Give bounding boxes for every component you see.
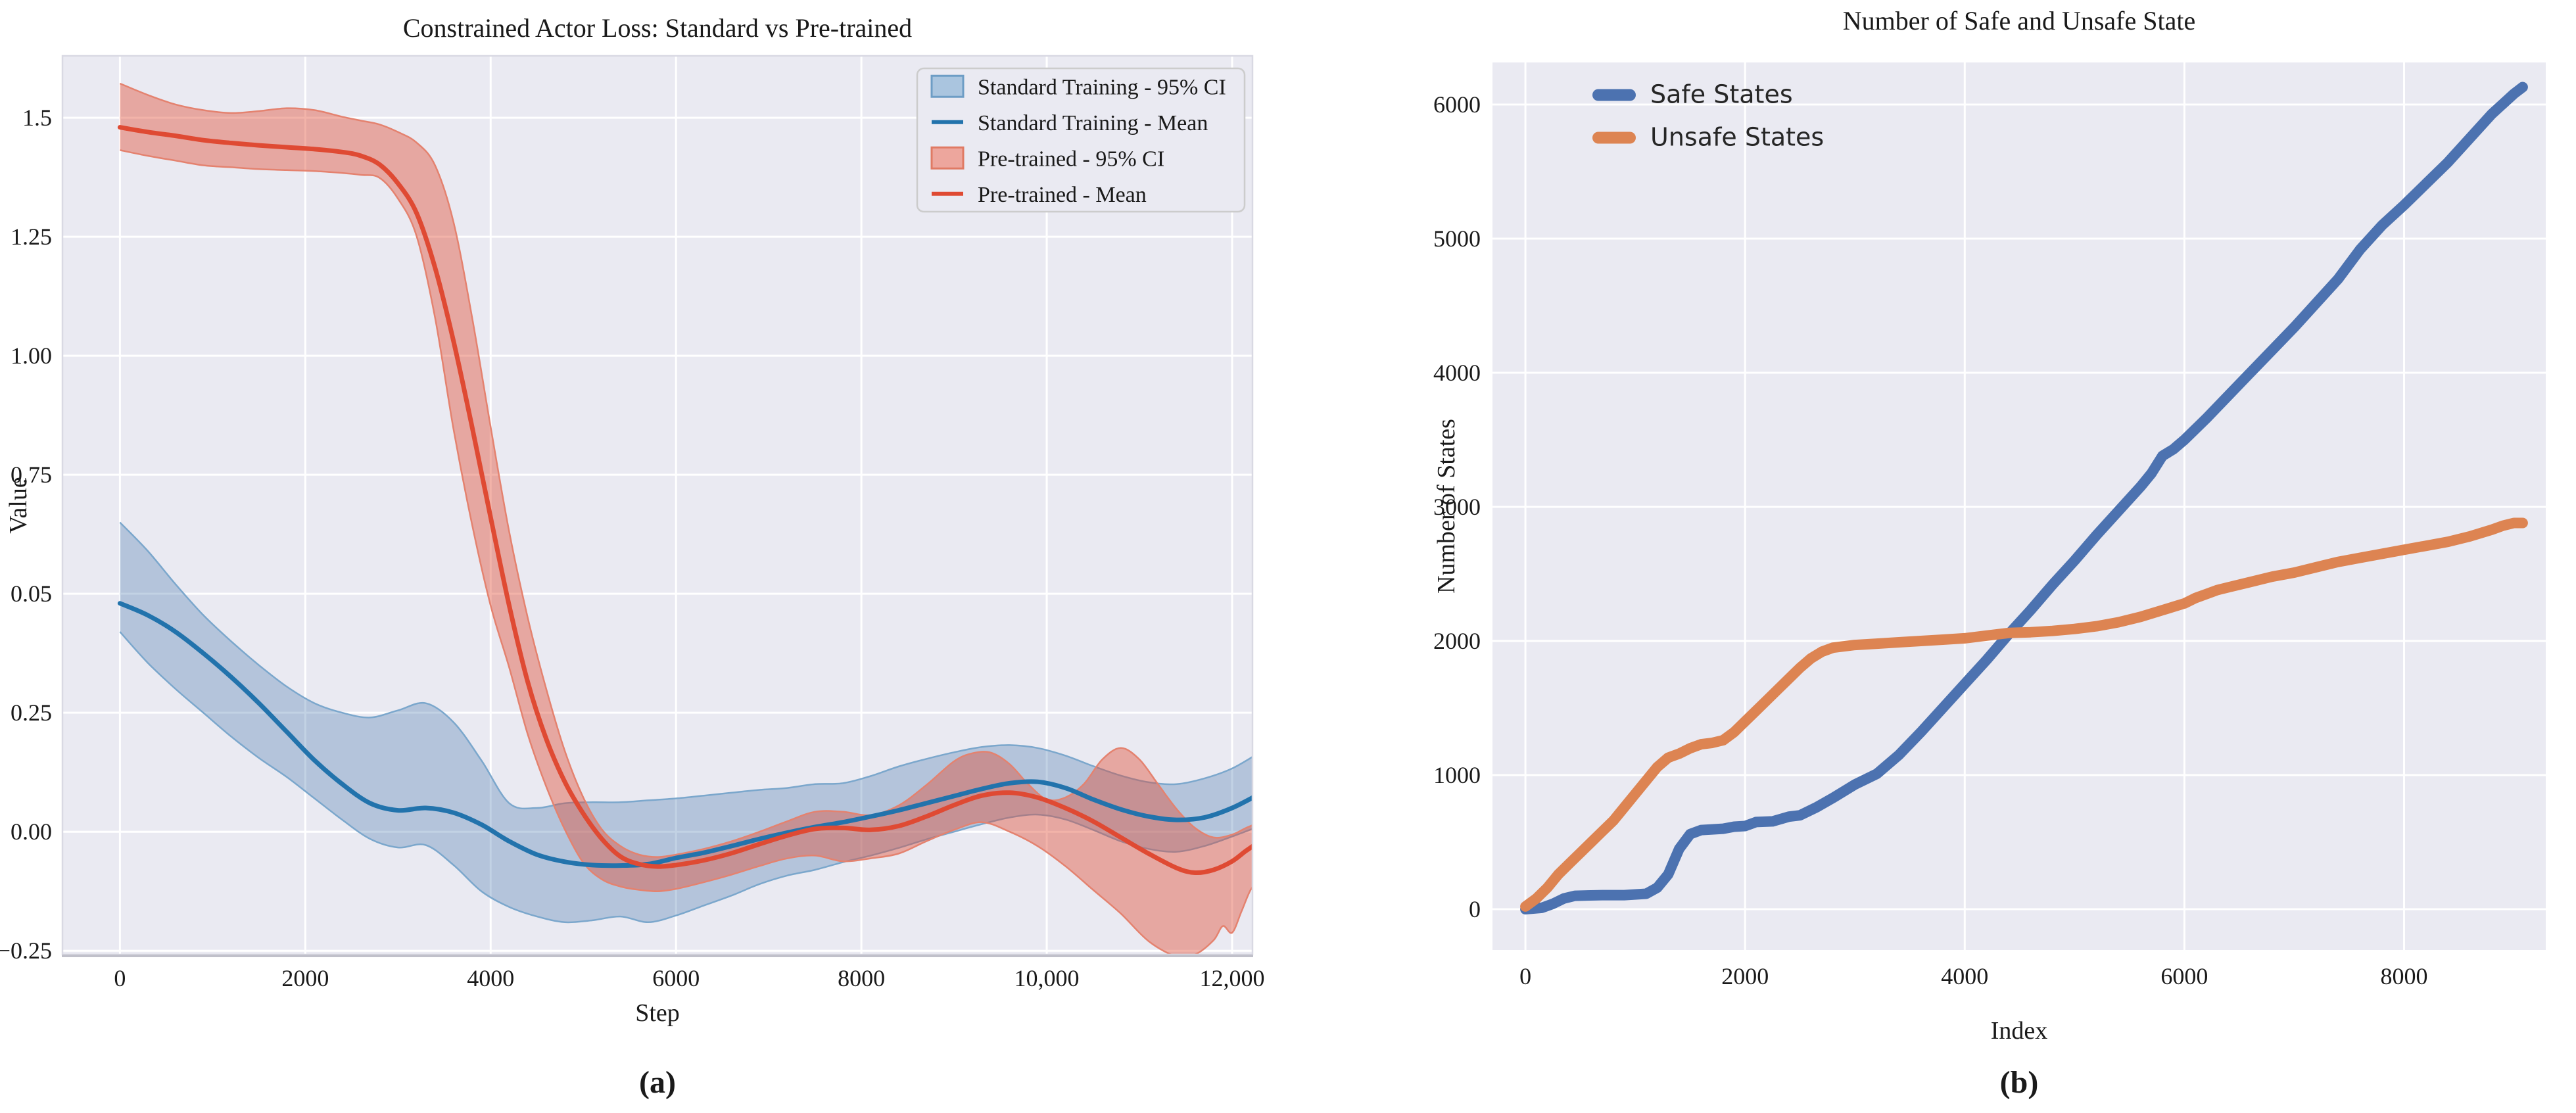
chart-title-right: Number of Safe and Unsafe State: [1843, 6, 2195, 36]
legend-right: Safe States Unsafe States: [1592, 80, 1824, 152]
x-axis-label-right: Index: [1991, 1017, 2048, 1045]
ci-band: [120, 522, 1252, 922]
y-tick-label: 4000: [1433, 360, 1481, 386]
x-tick-label: 8000: [2381, 963, 2428, 989]
ci-band: [120, 83, 1252, 955]
legend-swatch-patch: [930, 74, 965, 98]
ci-band-edge: [119, 521, 1252, 810]
legend-frame: [916, 67, 1246, 213]
series-line: [1520, 82, 2528, 914]
x-tick-label: 6000: [652, 965, 700, 991]
x-tick-label: 2000: [281, 965, 329, 991]
x-tick-label: 8000: [838, 965, 885, 991]
subfigure-caption-b: (b): [2000, 1065, 2039, 1100]
series-right: [1520, 82, 2528, 914]
chart-loss: 0 2000 4000 6000 8000 10,000 12,000 −0.25 0.00 0.…: [0, 13, 1264, 1100]
legend-left: Standard Training - 95% CI Standard Train…: [916, 67, 1246, 213]
y-tick-label: −0.25: [0, 937, 52, 964]
legend-item-label: Standard Training - Mean: [978, 111, 1208, 135]
tick-labels-left: 0 2000 4000 6000 8000 10,000 12,000 −0.25 0.00 0.…: [0, 105, 1264, 991]
y-tick-label: 1000: [1433, 762, 1481, 788]
y-tick-label: 3000: [1433, 494, 1481, 520]
y-axis-label-left: Value: [5, 477, 32, 534]
chart-title-left: Constrained Actor Loss: Standard vs Pre-…: [403, 13, 912, 43]
x-tick-label: 4000: [1941, 963, 1988, 989]
legend-item-label: Safe States: [1650, 80, 1793, 109]
legend-swatch-thickline: [1592, 89, 1636, 101]
y-tick-label: 1.5: [22, 105, 52, 131]
legend-swatch-patch: [930, 146, 965, 170]
ci-band-edge: [119, 82, 1252, 858]
plot-spines-left: [61, 55, 1254, 957]
y-tick-label: 0.00: [11, 818, 52, 845]
x-tick-label: 0: [114, 965, 126, 991]
ci-band-edge: [120, 149, 1252, 955]
y-tick-label: 2000: [1433, 628, 1481, 654]
x-tick-label: 0: [1519, 963, 1531, 989]
series-line: [117, 125, 1252, 876]
legend-swatch-thickline: [1592, 131, 1636, 144]
x-axis-label-left: Step: [635, 999, 680, 1027]
x-tick-label: 4000: [467, 965, 514, 991]
gridlines-left: [62, 56, 1252, 955]
y-tick-label: 1.00: [11, 343, 52, 369]
legend-item-label: Unsafe States: [1650, 123, 1824, 152]
tick-labels-right: 0 2000 4000 6000 8000 0 1000 2000 3000 4000 5000 60…: [1433, 91, 2428, 989]
series-line: [117, 601, 1252, 868]
y-tick-label: 0: [1469, 896, 1481, 922]
ci-band-edge: [119, 631, 1252, 924]
x-tick-label: 6000: [2160, 963, 2208, 989]
x-tick-label: 12,000: [1199, 965, 1264, 991]
y-tick-label: 0.75: [11, 462, 52, 488]
x-tick-label: 2000: [1721, 963, 1769, 989]
series-line: [1520, 517, 2528, 912]
y-tick-label: 0.25: [11, 699, 52, 726]
legend-item-label: Pre-trained - 95% CI: [978, 147, 1164, 171]
subfigure-caption-a: (a): [639, 1065, 676, 1100]
chart-states: 0 2000 4000 6000 8000 0 1000 2000 3000 4000 5000 60…: [1433, 6, 2546, 1100]
legend-item-label: Pre-trained - Mean: [978, 183, 1147, 207]
y-tick-label: 1.25: [11, 224, 52, 250]
y-tick-label: 6000: [1433, 91, 1481, 118]
legend-item-label: Standard Training - 95% CI: [978, 75, 1226, 99]
y-axis-label-right: Number of States: [1433, 419, 1460, 594]
x-tick-label: 10,000: [1014, 965, 1080, 991]
y-tick-label: 5000: [1433, 225, 1481, 252]
series-left: [117, 82, 1252, 955]
y-tick-label: 0.05: [11, 580, 52, 607]
